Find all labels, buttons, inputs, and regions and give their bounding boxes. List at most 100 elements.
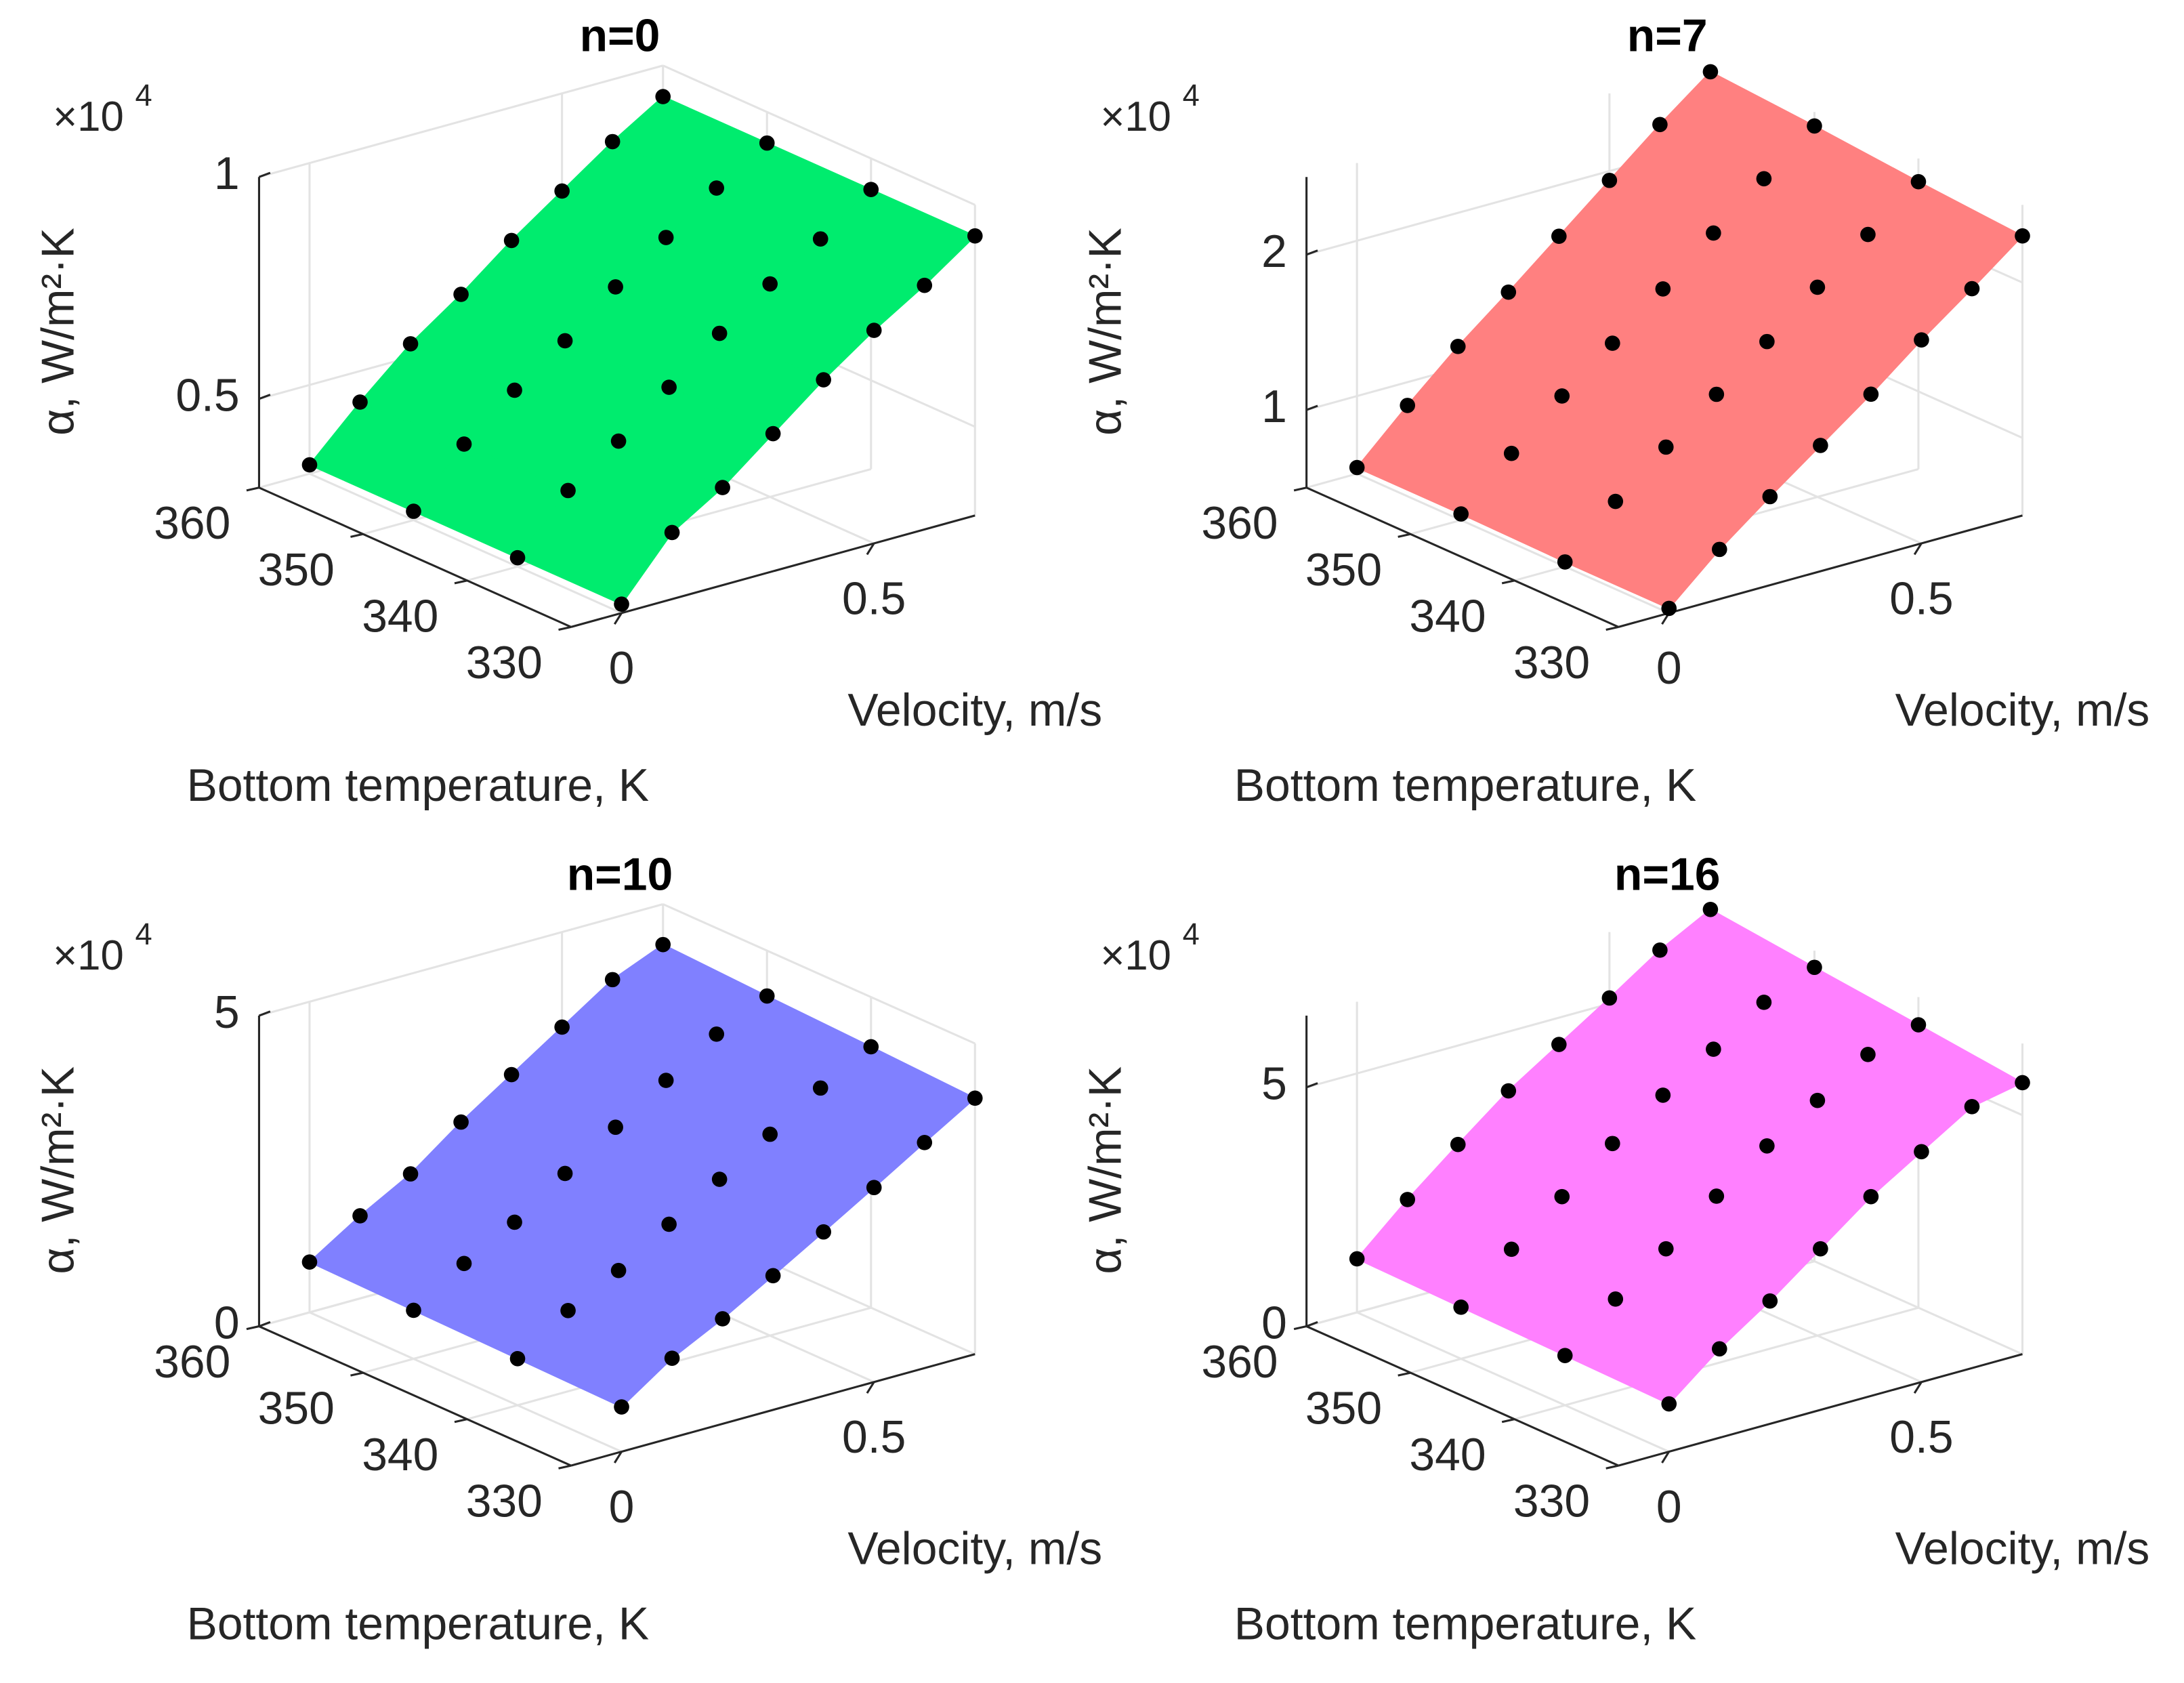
x-axis-label: Bottom temperature, K (1234, 760, 1697, 811)
data-point (1756, 171, 1772, 187)
z-tick-label: 5 (214, 987, 240, 1038)
data-point (1658, 1241, 1674, 1257)
data-point (301, 457, 318, 473)
grid-line (1356, 1311, 1670, 1453)
tick-mark (1398, 1371, 1411, 1377)
data-point (1910, 173, 1927, 190)
data-point (812, 1080, 828, 1096)
data-point (759, 988, 775, 1004)
data-point (560, 1302, 576, 1318)
data-point (863, 182, 879, 197)
tick-mark (1661, 1451, 1671, 1463)
tick-mark (1398, 533, 1411, 538)
z-tick-label: 0.5 (175, 371, 239, 421)
z-tick-label: 5 (1261, 1059, 1287, 1110)
axis-line (258, 1325, 572, 1467)
tick-mark (1293, 1325, 1307, 1331)
panel-title: n=16 (1614, 849, 1721, 900)
data-point (301, 1254, 318, 1270)
data-point (1706, 225, 1721, 241)
axis-line (1618, 514, 2023, 628)
z-axis-label: α, W/m²·K (33, 228, 83, 436)
z-multiplier: ×10 (1100, 932, 1171, 979)
z-tick-label: 0 (1261, 1297, 1287, 1348)
tick-mark (1501, 579, 1515, 585)
data-point (604, 133, 621, 150)
z-multiplier: ×10 (53, 932, 124, 979)
data-point (1809, 279, 1826, 295)
grid-line (259, 903, 664, 1017)
data-point (456, 1255, 472, 1272)
data-point (655, 936, 671, 953)
z-tick-label: 1 (214, 148, 240, 199)
data-point (560, 482, 576, 499)
data-point (1604, 1136, 1620, 1152)
x-tick-label: 360 (1201, 498, 1278, 549)
data-point (1711, 1341, 1727, 1357)
data-point (711, 1171, 728, 1187)
panel-title: n=10 (567, 849, 673, 900)
tick-mark (1501, 1418, 1515, 1424)
data-point (614, 1399, 629, 1415)
data-point (1500, 1083, 1517, 1099)
data-point (352, 1208, 368, 1224)
data-point (608, 279, 623, 295)
y-axis-label: Velocity, m/s (1895, 1524, 2150, 1575)
data-point (1608, 1291, 1624, 1307)
data-point (1964, 280, 1980, 297)
data-point (709, 1026, 725, 1042)
data-point (1809, 1092, 1826, 1108)
data-point (1453, 506, 1469, 522)
z-exponent: 4 (135, 917, 152, 951)
data-point (1708, 386, 1725, 402)
data-point (1349, 1251, 1365, 1267)
axis-line (1618, 1353, 2023, 1467)
data-point (1914, 1144, 1929, 1160)
y-axis-label: Velocity, m/s (1895, 685, 2150, 736)
data-point (507, 1214, 522, 1230)
x-tick-label: 360 (154, 498, 230, 549)
data-point (762, 1126, 778, 1142)
data-point (655, 89, 671, 104)
tick-mark (258, 394, 271, 400)
data-point (967, 228, 983, 244)
data-point (406, 503, 421, 519)
data-point (610, 1262, 627, 1279)
data-point (711, 325, 728, 341)
x-tick-label: 330 (1513, 638, 1590, 688)
tick-mark (558, 1464, 572, 1470)
axis-line (570, 1353, 975, 1467)
data-point (453, 1114, 469, 1130)
data-point (610, 433, 627, 449)
data-point (1807, 118, 1822, 134)
data-point (917, 277, 933, 293)
data-point (1557, 554, 1573, 570)
data-point (812, 231, 828, 247)
data-point (1964, 1099, 1980, 1115)
z-tick-label: 1 (1261, 381, 1287, 432)
tick-mark (613, 1451, 623, 1463)
data-point (1762, 1293, 1778, 1309)
data-point (765, 1268, 781, 1284)
x-tick-label: 360 (154, 1337, 230, 1388)
tick-mark (454, 579, 467, 585)
panel-title: n=0 (580, 11, 660, 62)
data-point (1655, 281, 1671, 297)
data-point (1658, 439, 1674, 455)
tick-mark (1913, 543, 1923, 556)
axis-line (1306, 486, 1619, 628)
x-tick-label: 330 (466, 638, 543, 688)
data-point (863, 1039, 879, 1055)
data-point (554, 183, 570, 199)
data-point (917, 1135, 933, 1150)
y-tick-label: 0 (1656, 643, 1682, 694)
data-point (1655, 1087, 1671, 1103)
data-point (1762, 489, 1778, 505)
data-point (453, 287, 469, 302)
data-point (1711, 541, 1727, 558)
data-point (509, 549, 526, 566)
tick-mark (350, 1371, 364, 1377)
data-point (1708, 1188, 1725, 1204)
x-axis-label: Bottom temperature, K (187, 760, 650, 811)
